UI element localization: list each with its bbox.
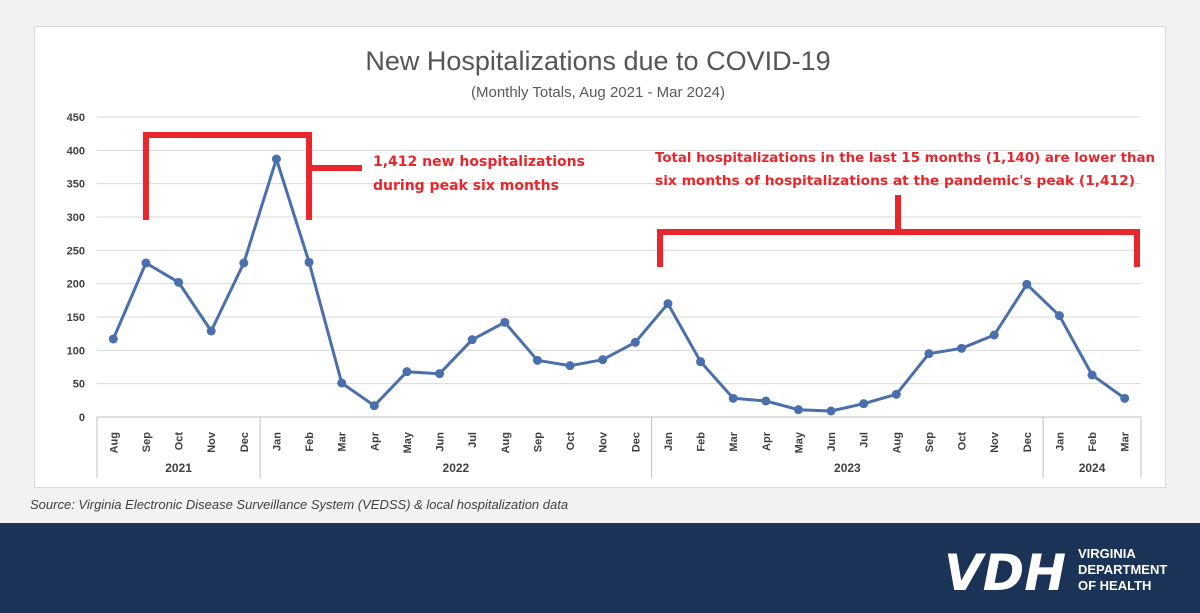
logo-letters: VDH: [944, 544, 1066, 600]
x-tick-label: Nov: [206, 431, 218, 453]
vdh-logo: VDH VIRGINIA DEPARTMENT OF HEALTH: [944, 544, 1167, 600]
y-tick-label: 200: [67, 279, 85, 291]
data-point: [402, 367, 412, 377]
data-point: [1087, 370, 1097, 380]
data-point: [435, 369, 445, 379]
peak-bracket: [142, 132, 313, 220]
data-point: [728, 393, 738, 403]
x-tick-label: Jul: [467, 432, 479, 448]
x-tick-label: May: [793, 431, 805, 453]
x-tick-label: Jan: [663, 432, 675, 451]
y-tick-label: 150: [67, 312, 85, 324]
data-point: [891, 389, 901, 399]
y-tick-label: 250: [67, 245, 85, 257]
y-tick-label: 350: [67, 179, 85, 191]
x-tick-label: May: [402, 431, 414, 453]
x-tick-label: Jan: [271, 432, 283, 451]
recent-note-line-2: six months of hospitalizations at the pa…: [655, 174, 1135, 189]
y-tick-label: 300: [67, 212, 85, 224]
footer-band: [0, 523, 1200, 613]
x-group-label: 2021: [165, 461, 192, 475]
x-tick-label: Jun: [435, 432, 447, 452]
peak-note-line-1: 1,412 new hospitalizations: [373, 154, 585, 170]
x-tick-label: Aug: [891, 432, 903, 453]
x-tick-label: Sep: [532, 432, 544, 452]
chart-subtitle: (Monthly Totals, Aug 2021 - Mar 2024): [471, 84, 725, 101]
y-tick-label: 0: [79, 412, 85, 424]
x-tick-label: Oct: [565, 432, 577, 451]
data-point: [924, 349, 934, 359]
data-point: [761, 396, 771, 406]
chart: New Hospitalizations due to COVID-19 (Mon…: [67, 46, 1155, 478]
data-point: [696, 357, 706, 367]
x-tick-label: Jul: [859, 432, 871, 448]
x-tick-label: Apr: [761, 431, 773, 451]
data-point: [957, 343, 967, 353]
recent-note-line-1: Total hospitalizations in the last 15 mo…: [655, 151, 1155, 166]
x-tick-label: Oct: [174, 432, 186, 451]
data-point: [174, 277, 184, 287]
x-tick-label: Nov: [598, 431, 610, 453]
x-tick-label: Dec: [1022, 432, 1034, 452]
data-point: [1022, 279, 1032, 289]
data-point: [304, 257, 314, 267]
data-point: [467, 335, 477, 345]
x-tick-label: Mar: [1120, 431, 1132, 451]
x-tick-label: Aug: [500, 432, 512, 453]
x-tick-label: Sep: [141, 432, 153, 452]
x-group-label: 2022: [443, 461, 470, 475]
x-tick-label: Feb: [1087, 432, 1099, 452]
data-point: [630, 337, 640, 347]
peak-note-line-2: during peak six months: [373, 178, 559, 194]
data-point: [1054, 311, 1064, 321]
recent-bracket: [657, 229, 1140, 267]
x-group-label: 2023: [834, 461, 861, 475]
data-point: [989, 330, 999, 340]
chart-title: New Hospitalizations due to COVID-19: [365, 46, 830, 76]
data-point: [239, 258, 249, 268]
x-tick-label: Mar: [337, 431, 349, 451]
y-tick-label: 100: [67, 345, 85, 357]
data-point: [500, 317, 510, 327]
x-tick-label: Aug: [108, 432, 120, 453]
logo-line-2: DEPARTMENT: [1078, 562, 1167, 577]
x-tick-label: Oct: [957, 432, 969, 451]
data-point: [663, 299, 673, 309]
logo-line-3: OF HEALTH: [1078, 578, 1151, 593]
x-tick-label: Sep: [924, 432, 936, 452]
data-point: [206, 326, 216, 336]
data-point: [598, 355, 608, 365]
data-point: [859, 399, 869, 409]
x-tick-label: Dec: [239, 432, 251, 452]
x-tick-label: Dec: [630, 432, 642, 452]
y-tick-label: 400: [67, 145, 85, 157]
x-group-label: 2024: [1079, 461, 1106, 475]
data-point: [141, 258, 151, 268]
x-tick-label: Jan: [1054, 432, 1066, 451]
data-point: [271, 154, 281, 164]
x-tick-label: Mar: [728, 431, 740, 451]
data-point: [532, 355, 542, 365]
source-note: Source: Virginia Electronic Disease Surv…: [30, 497, 569, 512]
data-point: [337, 378, 347, 388]
y-tick-label: 50: [73, 379, 85, 391]
data-point: [565, 361, 575, 371]
x-tick-label: Nov: [989, 431, 1001, 453]
y-tick-label: 450: [67, 112, 85, 124]
logo-line-1: VIRGINIA: [1078, 546, 1136, 561]
series-line: [111, 157, 1126, 413]
chart-card: [34, 26, 1166, 488]
data-point: [369, 401, 379, 411]
data-point: [826, 406, 836, 416]
x-tick-label: Jun: [826, 432, 838, 452]
x-tick-label: Feb: [696, 432, 708, 452]
x-tick-label: Feb: [304, 432, 316, 452]
x-tick-label: Apr: [369, 431, 381, 451]
data-point: [793, 405, 803, 415]
data-point: [108, 334, 118, 344]
data-point: [1120, 393, 1130, 403]
